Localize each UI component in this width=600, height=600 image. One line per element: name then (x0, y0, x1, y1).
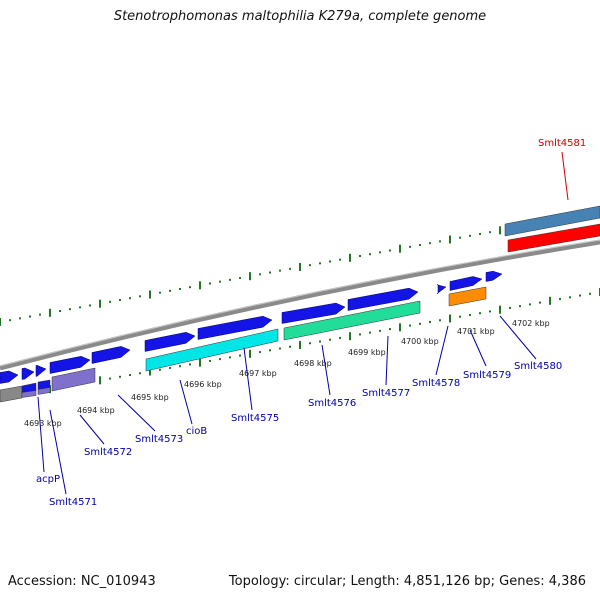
leader-line (49, 409, 67, 495)
feature-box (507, 223, 600, 253)
cds-arrow (347, 287, 419, 311)
topology-text: Topology: circular; Length: 4,851,126 bp… (228, 574, 586, 589)
cds-arrow (35, 365, 47, 377)
ruler-label: 4698 kbp (294, 359, 332, 368)
cds-arrow (485, 270, 503, 282)
cds-arrow (91, 346, 131, 364)
lower-tick-ring (0, 288, 600, 402)
map-title: Stenotrophomonas maltophilia K279a, comp… (113, 9, 487, 24)
gene-label[interactable]: acpP (36, 474, 60, 485)
leader-line (79, 414, 105, 445)
leader-line (37, 396, 45, 473)
ruler-label: 4702 kbp (512, 319, 550, 328)
cds-arrow (0, 370, 19, 384)
leader-line (469, 329, 487, 367)
leader-line (561, 151, 569, 201)
leader-line (179, 379, 193, 425)
feature-track (0, 205, 600, 403)
ruler-label: 4697 kbp (239, 369, 277, 378)
cds-arrow (281, 302, 346, 324)
feature-box (283, 300, 421, 341)
gene-label[interactable]: Smlt4572 (84, 447, 132, 458)
cds-arrow (436, 284, 447, 294)
cds-arrow (449, 276, 483, 291)
ruler-label: 4694 kbp (77, 406, 115, 415)
cds-arrow (49, 356, 91, 374)
feature-box (21, 390, 37, 398)
ruler-label: 4696 kbp (184, 380, 222, 389)
gene-label[interactable]: Smlt4575 (231, 413, 279, 424)
cds-arrow (21, 367, 35, 380)
leader-line (117, 394, 156, 432)
gene-label[interactable]: cioB (186, 426, 207, 437)
ruler-label: 4701 kbp (457, 327, 495, 336)
feature-box (504, 205, 600, 237)
feature-box (145, 328, 279, 372)
cds-arrow (144, 332, 196, 352)
gene-label[interactable]: Smlt4580 (514, 361, 562, 372)
gene-label[interactable]: Smlt4581 (538, 138, 586, 149)
cds-arrow (197, 315, 273, 340)
feature-box (37, 387, 51, 395)
label-leaders (37, 151, 569, 495)
leader-line (321, 344, 331, 396)
ruler-label: 4700 kbp (401, 337, 439, 346)
ruler-label: 4699 kbp (348, 348, 386, 357)
gene-label[interactable]: Smlt4573 (135, 434, 183, 445)
gene-label[interactable]: Smlt4571 (49, 497, 97, 508)
gene-label[interactable]: Smlt4579 (463, 370, 511, 381)
feature-box (448, 286, 487, 307)
accession-text: Accession: NC_010943 (8, 574, 156, 589)
gene-label[interactable]: Smlt4577 (362, 388, 410, 399)
gene-label[interactable]: Smlt4576 (308, 398, 356, 409)
leader-line (499, 315, 537, 360)
gene-label[interactable]: Smlt4578 (412, 378, 460, 389)
leader-line (243, 347, 253, 411)
leader-line (435, 325, 449, 376)
ruler-label: 4693 kbp (24, 419, 62, 428)
ruler-labels: 4693 kbp 4694 kbp 4695 kbp 4696 kbp 4697 kbp… (24, 319, 550, 428)
feature-box (51, 367, 96, 392)
genome-backbone (0, 239, 600, 371)
leader-line (385, 335, 389, 386)
feature-box (0, 385, 23, 403)
ruler-label: 4695 kbp (131, 393, 169, 402)
